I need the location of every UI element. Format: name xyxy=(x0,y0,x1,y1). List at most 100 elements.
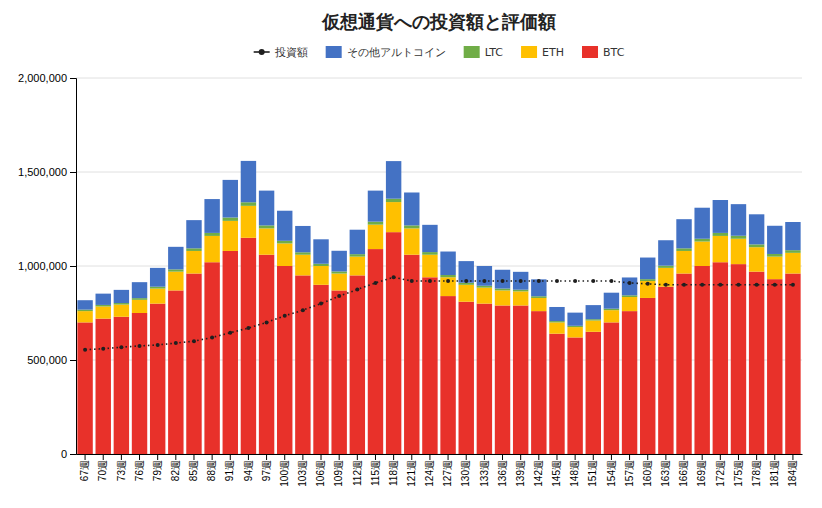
bar xyxy=(622,311,637,454)
bar xyxy=(313,239,328,263)
marker xyxy=(283,314,287,318)
x-tick-mark xyxy=(321,454,322,460)
bar xyxy=(477,304,492,454)
bar xyxy=(168,272,183,291)
bar xyxy=(77,300,92,309)
x-tick-mark xyxy=(411,454,412,460)
bar-series xyxy=(77,232,800,454)
bar xyxy=(186,248,201,251)
x-tick: 181週 xyxy=(769,454,780,487)
bar xyxy=(513,290,528,292)
x-tick-label: 154週 xyxy=(606,460,617,487)
x-tick-mark xyxy=(720,454,721,460)
x-tick-mark xyxy=(792,454,793,460)
bar xyxy=(150,287,165,289)
bar xyxy=(422,277,437,454)
marker xyxy=(736,283,740,287)
bar xyxy=(386,199,401,202)
x-tick: 142週 xyxy=(533,454,544,487)
marker xyxy=(228,331,232,335)
bar xyxy=(77,311,92,322)
x-tick-mark xyxy=(774,454,775,460)
marker xyxy=(119,345,123,349)
x-tick-label: 163週 xyxy=(660,460,671,487)
x-tick-label: 145週 xyxy=(551,460,562,487)
bar xyxy=(731,239,746,264)
legend-label: その他アルトコイン xyxy=(347,46,446,59)
x-tick-mark xyxy=(593,454,594,460)
x-tick-label: 178週 xyxy=(751,460,762,487)
y-axis: 0500,0001,000,0001,500,0002,000,000 xyxy=(18,72,76,460)
bar xyxy=(731,264,746,454)
bar xyxy=(404,225,419,228)
title: 仮想通貨への投資額と評価額 xyxy=(321,11,556,32)
x-tick: 127週 xyxy=(442,454,453,487)
bar xyxy=(694,242,709,266)
bar xyxy=(567,337,582,454)
x-tick: 130週 xyxy=(460,454,471,487)
x-tick-label: 151週 xyxy=(587,460,598,487)
x-tick-label: 166週 xyxy=(678,460,689,487)
bar xyxy=(440,252,455,275)
bar xyxy=(223,221,238,251)
x-tick-label: 157週 xyxy=(624,460,635,487)
x-tick-mark xyxy=(212,454,213,460)
bar xyxy=(440,277,455,296)
x-tick-label: 94週 xyxy=(243,460,254,481)
bar xyxy=(767,254,782,257)
x-tick-label: 124週 xyxy=(424,460,435,487)
x-tick: 148週 xyxy=(569,454,580,487)
x-tick-mark xyxy=(756,454,757,460)
bar xyxy=(223,180,238,218)
bar xyxy=(731,204,746,236)
marker xyxy=(337,294,341,298)
grid-line xyxy=(76,454,802,455)
bar xyxy=(331,251,346,272)
bar xyxy=(513,305,528,454)
chart-container: 67週70週73週76週79週82週85週88週91週94週97週100週103… xyxy=(0,0,822,508)
x-tick: 94週 xyxy=(243,454,254,481)
bar xyxy=(350,230,365,254)
bar xyxy=(77,322,92,454)
bar xyxy=(331,271,346,273)
grid-line xyxy=(76,266,802,267)
bar xyxy=(114,290,129,303)
bar xyxy=(350,275,365,454)
bar xyxy=(567,327,582,337)
x-tick: 112週 xyxy=(352,454,363,486)
x-tick: 97週 xyxy=(261,454,272,481)
x-tick-label: 115週 xyxy=(370,460,381,486)
x-tick-label: 97週 xyxy=(261,460,272,481)
bar xyxy=(459,285,474,302)
bar xyxy=(676,251,691,274)
x-tick-label: 139週 xyxy=(515,460,526,487)
legend-swatch xyxy=(464,46,480,58)
bar xyxy=(96,294,111,305)
x-tick-mark xyxy=(611,454,612,460)
x-tick: 79週 xyxy=(152,454,163,481)
bar xyxy=(531,296,546,298)
bar xyxy=(223,251,238,454)
bar xyxy=(277,241,292,244)
bar xyxy=(241,238,256,454)
bar xyxy=(350,254,365,256)
bar xyxy=(604,309,619,311)
x-tick-mark xyxy=(85,454,86,460)
x-tick-mark xyxy=(266,454,267,460)
legend-item: BTC xyxy=(582,46,625,59)
y-tick-mark xyxy=(70,360,76,361)
x-tick: 115週 xyxy=(370,454,381,486)
bar xyxy=(586,321,601,332)
bar xyxy=(767,226,782,254)
bar xyxy=(531,279,546,296)
marker xyxy=(138,344,142,348)
x-tick-label: 112週 xyxy=(352,460,363,486)
bar xyxy=(186,274,201,454)
x-tick: 106週 xyxy=(315,454,326,487)
x-tick: 82週 xyxy=(170,454,181,481)
x-tick-mark xyxy=(175,454,176,460)
x-tick-mark xyxy=(448,454,449,460)
x-tick: 118週 xyxy=(388,454,399,486)
bar xyxy=(785,253,800,274)
bar xyxy=(386,161,401,199)
